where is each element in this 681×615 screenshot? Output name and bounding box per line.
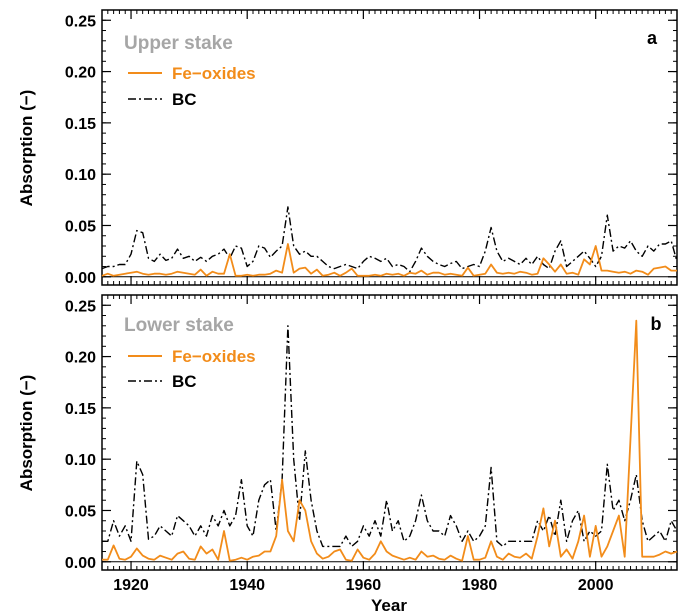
y-axis-title-lower: Absorption (−): [17, 375, 36, 492]
series-line-fe-oxides: [101, 243, 677, 277]
y-tick-label: 0.15: [65, 116, 96, 133]
x-tick-labels: 1920 1940 1960 1980 2000: [113, 577, 613, 594]
x-tick-label: 1920: [113, 577, 149, 594]
panel-letter-a: a: [647, 28, 658, 48]
y-tick-label: 0.00: [65, 270, 96, 287]
legend-upper: Fe−oxides BC: [128, 64, 256, 109]
legend-label-bc-lower: BC: [172, 372, 197, 391]
legend-lower: Fe−oxides BC: [128, 347, 256, 391]
legend-label-bc-upper: BC: [172, 90, 197, 109]
y-tick-label: 0.05: [65, 503, 96, 520]
y-tick-label: 0.10: [65, 167, 96, 184]
y-tick-label: 0.20: [65, 350, 96, 367]
y-tick-label: 0.00: [65, 555, 96, 572]
y-tick-label: 0.20: [65, 65, 96, 82]
axis-ticks-lower: [101, 295, 678, 570]
series-line-bc: [101, 206, 678, 273]
y-tick-labels-lower: 0.00 0.05 0.10 0.15 0.20 0.25: [65, 298, 96, 572]
x-tick-label: 2000: [578, 577, 614, 594]
y-tick-label: 0.25: [65, 298, 96, 315]
y-tick-labels-upper: 0.00 0.05 0.10 0.15 0.20 0.25: [65, 13, 96, 287]
plot-frame-lower: [101, 294, 678, 571]
x-tick-label: 1960: [346, 577, 382, 594]
x-axis-title: Year: [371, 596, 407, 615]
legend-label-fe-lower: Fe−oxides: [172, 347, 256, 366]
y-axis-title-upper: Absorption (−): [17, 90, 36, 207]
axis-ticks-upper: [101, 10, 678, 285]
x-tick-label: 1980: [462, 577, 498, 594]
plot-frame-upper: [101, 9, 678, 286]
legend-label-fe-upper: Fe−oxides: [172, 64, 256, 83]
y-tick-label: 0.25: [65, 13, 96, 30]
series-upper: [101, 206, 678, 277]
y-tick-label: 0.10: [65, 452, 96, 469]
stake-label-lower: Lower stake: [124, 315, 234, 336]
x-tick-label: 1940: [229, 577, 265, 594]
series-line-fe-oxides: [102, 319, 678, 562]
panel-upper-stake: 0.000.050.100.150.200.25 Absorption (−) …: [17, 9, 678, 287]
stake-label-upper: Upper stake: [124, 33, 233, 54]
panel-lower-stake: 0.00 0.05 0.10 0.15 0.20 0.25 1920 1940 1960 198…: [17, 294, 678, 615]
y-tick-label: 0.15: [65, 401, 96, 418]
y-tick-label: 0.05: [65, 218, 96, 235]
series-lower: [102, 319, 678, 562]
panel-letter-b: b: [651, 314, 662, 334]
